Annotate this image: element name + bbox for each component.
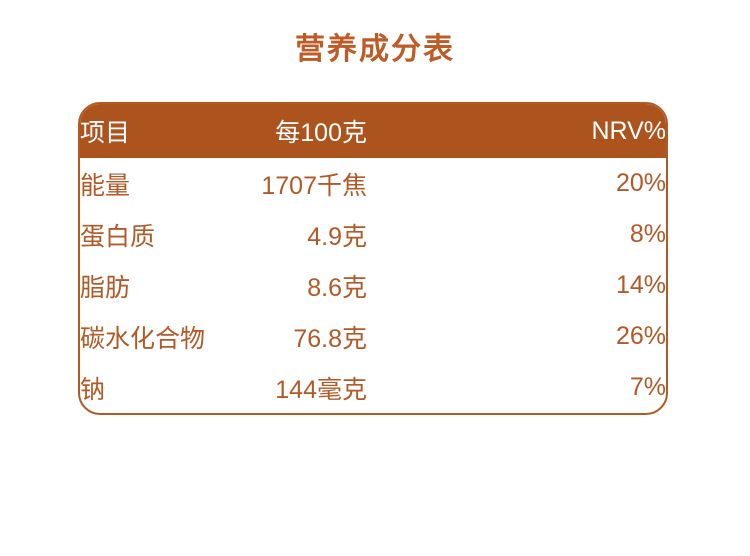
table-row: 钠 144毫克 7% bbox=[80, 362, 666, 413]
cell-item: 蛋白质 bbox=[80, 222, 156, 251]
nutrition-table-body: 能量 1707千焦 20% 蛋白质 4.9克 8% 脂肪 8.6克 14% 碳水化合物 76.8克 2… bbox=[80, 158, 666, 413]
table-row: 能量 1707千焦 20% bbox=[80, 158, 666, 209]
table-row: 蛋白质 4.9克 8% bbox=[80, 209, 666, 260]
cell-per-100g: 76.8克 bbox=[293, 324, 367, 353]
page-title: 营养成分表 bbox=[295, 33, 455, 66]
cell-nrv-percent: 20% bbox=[615, 169, 666, 197]
cell-item: 能量 bbox=[80, 171, 131, 200]
table-row: 脂肪 8.6克 14% bbox=[80, 260, 666, 311]
cell-nrv-percent: 14% bbox=[615, 271, 666, 299]
cell-per-100g: 1707千焦 bbox=[261, 171, 367, 200]
column-header-per-100g: 每100克 bbox=[247, 104, 367, 158]
cell-item: 脂肪 bbox=[80, 273, 131, 302]
nutrition-facts-card: 项目 每100克 NRV% 能量 1707千焦 20% 蛋白质 4.9克 8% 脂肪 8.6克… bbox=[78, 102, 668, 415]
cell-item: 钠 bbox=[80, 375, 106, 404]
cell-per-100g: 8.6克 bbox=[307, 273, 367, 302]
cell-nrv-percent: 26% bbox=[615, 322, 666, 350]
table-row: 碳水化合物 76.8克 26% bbox=[80, 311, 666, 362]
nutrition-table: 项目 每100克 NRV% 能量 1707千焦 20% 蛋白质 4.9克 8% 脂肪 8.6克… bbox=[80, 104, 666, 413]
column-header-item: 项目 bbox=[80, 104, 247, 158]
header-row: 项目 每100克 NRV% bbox=[80, 104, 666, 158]
cell-per-100g: 144毫克 bbox=[275, 375, 367, 404]
cell-per-100g: 4.9克 bbox=[307, 222, 367, 251]
column-header-nrv-percent: NRV% bbox=[367, 104, 666, 158]
nutrition-table-header: 项目 每100克 NRV% bbox=[80, 104, 666, 158]
cell-nrv-percent: 8% bbox=[629, 220, 666, 248]
cell-item: 碳水化合物 bbox=[80, 324, 206, 353]
cell-nrv-percent: 7% bbox=[629, 373, 666, 401]
